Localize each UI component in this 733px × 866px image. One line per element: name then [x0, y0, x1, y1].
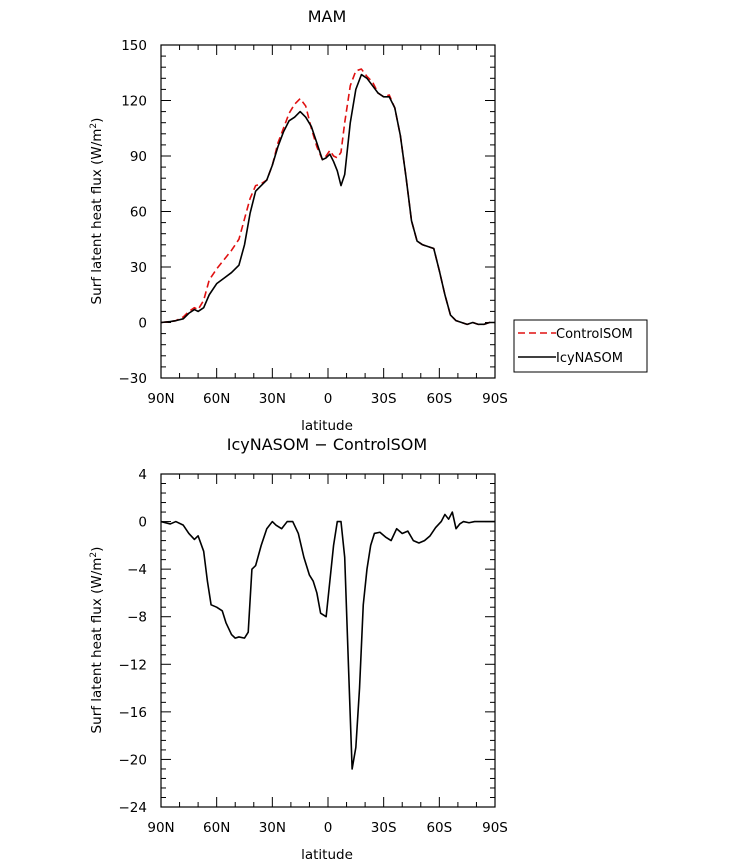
y-tick-label: 0: [138, 515, 147, 531]
legend-box: [513, 319, 648, 373]
x-tick-label: 30S: [371, 391, 397, 407]
tick-labels-x: 90N 60N 30N 0 30S 60S 90S: [147, 391, 508, 407]
x-tick-label: 60S: [426, 820, 452, 836]
y-tick-label: −24: [119, 800, 148, 816]
x-tick-label: 60N: [203, 391, 230, 407]
y-axis-label-superscript: 2: [89, 123, 99, 129]
y-tick-label: −30: [119, 371, 148, 387]
x-tick-label: 60S: [426, 391, 452, 407]
y-axis-label-main: Surf latent heat flux (W/m: [89, 129, 105, 305]
tick-labels-x: 90N 60N 30N 0 30S 60S 90S: [147, 820, 508, 836]
series-line-controlsom: [160, 68, 495, 326]
panel-bottom-chart: IcyNASOM − ControlSOM −24 −20 −16 −12 −8 −4 0 4…: [89, 435, 508, 863]
x-axis-label: latitude: [301, 418, 353, 434]
x-axis-label: latitude: [301, 847, 353, 863]
y-tick-label: −12: [119, 657, 148, 673]
y-tick-label: 90: [130, 149, 147, 165]
y-axis-label-close: ): [89, 118, 105, 123]
series-layer: [160, 511, 495, 770]
y-tick-label: 60: [130, 205, 147, 221]
y-axis-label: Surf latent heat flux (W/m2): [89, 547, 105, 734]
y-tick-label: 150: [121, 38, 147, 54]
y-axis-label-close: ): [89, 547, 105, 552]
x-tick-label: 90N: [147, 820, 174, 836]
plot-frame: [160, 44, 496, 379]
tick-labels-y: −24 −20 −16 −12 −8 −4 0 4: [119, 467, 148, 816]
legend-label-icynasom: IcyNASOM: [556, 351, 623, 366]
y-axis-label-main: Surf latent heat flux (W/m: [89, 558, 105, 734]
y-tick-label: −16: [119, 705, 148, 721]
x-tick-label: 0: [324, 820, 333, 836]
plot-frame: [160, 473, 496, 808]
chart-title: IcyNASOM − ControlSOM: [227, 435, 427, 454]
ticks-layer: [160, 44, 496, 379]
y-tick-label: 0: [138, 316, 147, 332]
y-tick-label: 120: [121, 94, 147, 110]
x-tick-label: 90N: [147, 391, 174, 407]
y-axis-label-superscript: 2: [89, 552, 99, 558]
panel-top-chart: MAM −30 0 30 60 90 120 150 90N 60N 30N 0 30S 60S 90S…: [89, 7, 648, 434]
y-axis-label: Surf latent heat flux (W/m2): [89, 118, 105, 305]
legend: ControlSOM IcyNASOM: [513, 319, 648, 373]
series-line-icynasom: [160, 73, 495, 326]
series-layer: [160, 68, 495, 326]
tick-labels-y: −30 0 30 60 90 120 150: [119, 38, 148, 387]
x-tick-label: 30N: [259, 820, 286, 836]
x-tick-label: 0: [324, 391, 333, 407]
legend-label-controlsom: ControlSOM: [556, 327, 633, 342]
ticks-layer: [160, 473, 496, 808]
y-tick-label: 30: [130, 260, 147, 276]
x-tick-label: 30N: [259, 391, 286, 407]
x-tick-label: 90S: [482, 391, 508, 407]
y-tick-label: −4: [127, 562, 147, 578]
x-tick-label: 90S: [482, 820, 508, 836]
x-tick-label: 30S: [371, 820, 397, 836]
y-tick-label: −20: [119, 752, 148, 768]
y-tick-label: 4: [138, 467, 147, 483]
series-line-difference: [160, 511, 495, 770]
chart-title: MAM: [308, 7, 347, 26]
x-tick-label: 60N: [203, 820, 230, 836]
y-tick-label: −8: [127, 610, 147, 626]
